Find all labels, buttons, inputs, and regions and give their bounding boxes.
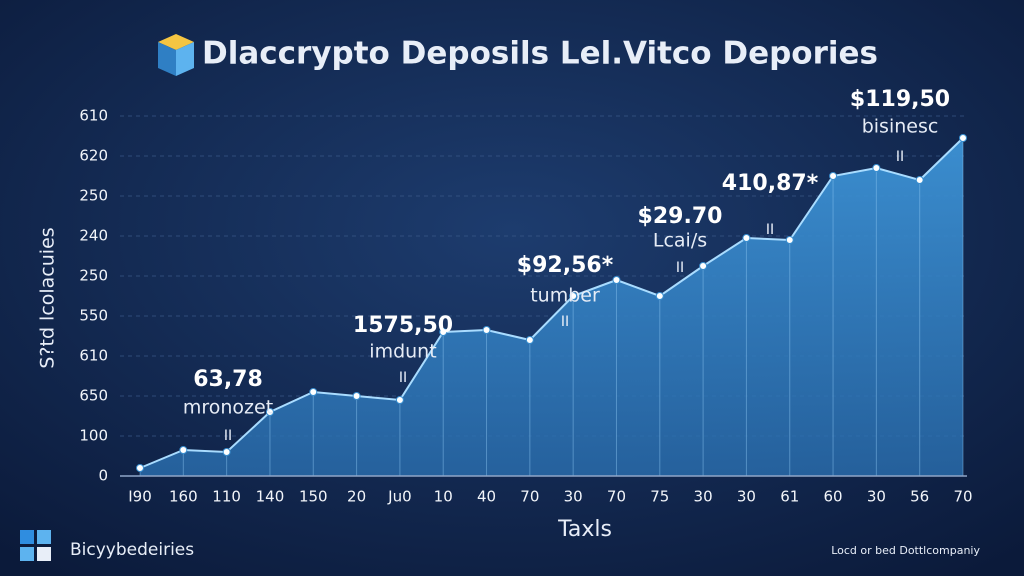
annotation-marker: II (896, 149, 904, 165)
x-tick-label: 70 (520, 488, 539, 506)
y-tick-label: 240 (79, 227, 108, 245)
point (179, 446, 188, 454)
point (352, 392, 361, 400)
title-icon (158, 34, 194, 76)
point (829, 172, 838, 180)
annotation-value: 1575,50 (353, 313, 453, 338)
annotation-value: $29.70 (638, 204, 723, 229)
x-tick-label: 140 (256, 488, 285, 506)
point (612, 276, 621, 284)
point (655, 292, 664, 300)
x-tick-label: 30 (867, 488, 886, 506)
annotation-marker: II (676, 260, 684, 276)
point (265, 408, 274, 416)
point (439, 328, 448, 336)
x-tick-label: Ju0 (387, 488, 411, 506)
y-tick-label: 650 (79, 387, 108, 405)
point (395, 396, 404, 404)
y-tick-label: 610 (79, 107, 108, 125)
annotation-text: Lcai/s (653, 230, 707, 252)
x-tick-label: 56 (910, 488, 929, 506)
x-tick-label: 61 (780, 488, 799, 506)
x-tick-label: 30 (564, 488, 583, 506)
point (309, 388, 318, 396)
point (136, 464, 144, 472)
x-tick-label: 40 (477, 488, 496, 506)
annotation-marker: II (766, 222, 774, 238)
annotation-text: bisinesc (862, 116, 939, 138)
x-tick-label: 70 (607, 488, 626, 506)
point (785, 236, 794, 244)
annotation-text: mronozet (183, 397, 273, 419)
x-tick-label: 110 (212, 488, 241, 506)
annotation-value: $119,50 (850, 87, 950, 112)
x-tick-label: 75 (650, 488, 669, 506)
footer-right: Locd or bed Dottlcompaniy (831, 544, 980, 557)
x-tick-label: 20 (347, 488, 366, 506)
annotation-marker: II (561, 314, 569, 330)
line (139, 137, 964, 469)
x-tick-label: 10 (434, 488, 453, 506)
point (915, 176, 924, 184)
annotation-marker: II (399, 370, 407, 386)
point (959, 134, 967, 142)
x-tick-label: 150 (299, 488, 328, 506)
point (525, 336, 534, 344)
y-tick-label: 0 (98, 467, 108, 485)
footer-logo (20, 530, 51, 561)
chart-title: Dlaccrypto Deposils Lel.Vitco Depories (202, 36, 878, 72)
x-tick-label: 30 (694, 488, 713, 506)
x-tick-label: 70 (953, 488, 972, 506)
annotation-value: 63,78 (193, 367, 263, 392)
annotation-value: 410,87* (722, 171, 819, 196)
point (742, 234, 751, 242)
x-axis-label: Taxls (557, 517, 612, 542)
y-tick-label: 620 (79, 147, 108, 165)
x-tick-label: 160 (169, 488, 198, 506)
annotation-value: $92,56* (517, 253, 614, 278)
point (872, 164, 881, 172)
annotation-marker: II (224, 428, 232, 444)
point (482, 326, 491, 334)
y-axis-label: S?td lcolacuies (37, 227, 59, 368)
point (222, 448, 231, 456)
y-tick-label: 100 (79, 427, 108, 445)
y-tick-label: 550 (79, 307, 108, 325)
x-tick-label: 60 (824, 488, 843, 506)
x-tick-label: 30 (737, 488, 756, 506)
y-tick-label: 610 (79, 347, 108, 365)
point (569, 292, 578, 300)
footer-left: Bicyybedeiries (70, 540, 194, 560)
x-tick-label: I90 (128, 488, 152, 506)
y-tick-label: 250 (79, 267, 108, 285)
area (140, 138, 963, 476)
annotation-text: tumber (530, 285, 600, 307)
y-tick-label: 250 (79, 187, 108, 205)
point (699, 262, 708, 270)
annotation-text: imdunt (369, 341, 436, 363)
